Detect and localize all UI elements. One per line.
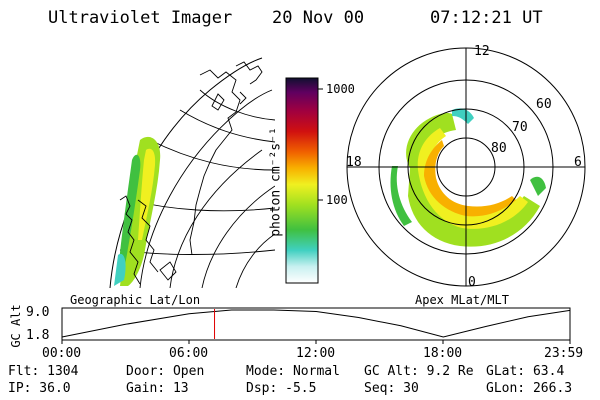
instrument-title: Ultraviolet Imager (48, 8, 233, 28)
status-seq: Seq: 30 (364, 381, 419, 396)
status-gcalt: GC Alt: 9.2 Re (364, 364, 474, 379)
status-door: Door: Open (126, 364, 205, 379)
time-label: 07:12:21 UT (430, 8, 543, 28)
status-dsp: Dsp: -5.5 (246, 381, 317, 396)
geographic-map (109, 57, 275, 288)
polar-grid (346, 47, 586, 287)
timeline-ylabel: GC Alt (9, 304, 23, 348)
timeline-frame (61, 307, 571, 341)
timeline-xtick-3: 18:00 (423, 346, 463, 361)
timeline-ytick-bottom: 1.8 (26, 328, 50, 343)
timeline-x-ticks (61, 340, 571, 344)
timeline-xtick-2: 12:00 (296, 346, 336, 361)
colorbar-tick-100: 100 (326, 193, 348, 207)
polar-plot (346, 47, 586, 287)
timeline-left-title: Geographic Lat/Lon (70, 293, 201, 307)
timeline-xtick-4: 23:59 (544, 346, 584, 361)
aurora-polar (390, 108, 546, 247)
mlt-label-0: 0 (468, 275, 476, 290)
mlt-label-18: 18 (346, 155, 362, 170)
altitude-series-line (61, 309, 571, 338)
coastlines (119, 61, 263, 285)
timeline-right-title: Apex MLat/MLT (415, 293, 509, 307)
status-flt: Flt: 1304 (8, 364, 79, 379)
status-mode: Mode: Normal (246, 364, 340, 379)
lat-label-60: 60 (536, 97, 552, 112)
timeline-xtick-1: 06:00 (169, 346, 209, 361)
lat-grid (139, 89, 275, 288)
colorbar-ticks (318, 88, 323, 201)
status-glat: GLat: 63.4 (486, 364, 565, 379)
timeline-ytick-top: 9.0 (26, 305, 50, 320)
mlt-label-6: 6 (574, 155, 582, 170)
earth-limb (109, 57, 263, 288)
status-gain: Gain: 13 (126, 381, 189, 396)
colorbar-unit-label: photon cm⁻²s⁻¹ (268, 127, 284, 237)
colorbar (285, 77, 319, 284)
timeline-xtick-0: 00:00 (42, 346, 82, 361)
colorbar-tick-1000: 1000 (326, 82, 355, 96)
status-ip: IP: 36.0 (8, 381, 71, 396)
mlt-label-12: 12 (474, 44, 490, 59)
lat-label-70: 70 (512, 120, 528, 135)
status-glon: GLon: 266.3 (486, 381, 573, 396)
timeline-plot (61, 307, 571, 344)
date-label: 20 Nov 00 (272, 8, 365, 28)
lat-label-80: 80 (491, 141, 507, 156)
